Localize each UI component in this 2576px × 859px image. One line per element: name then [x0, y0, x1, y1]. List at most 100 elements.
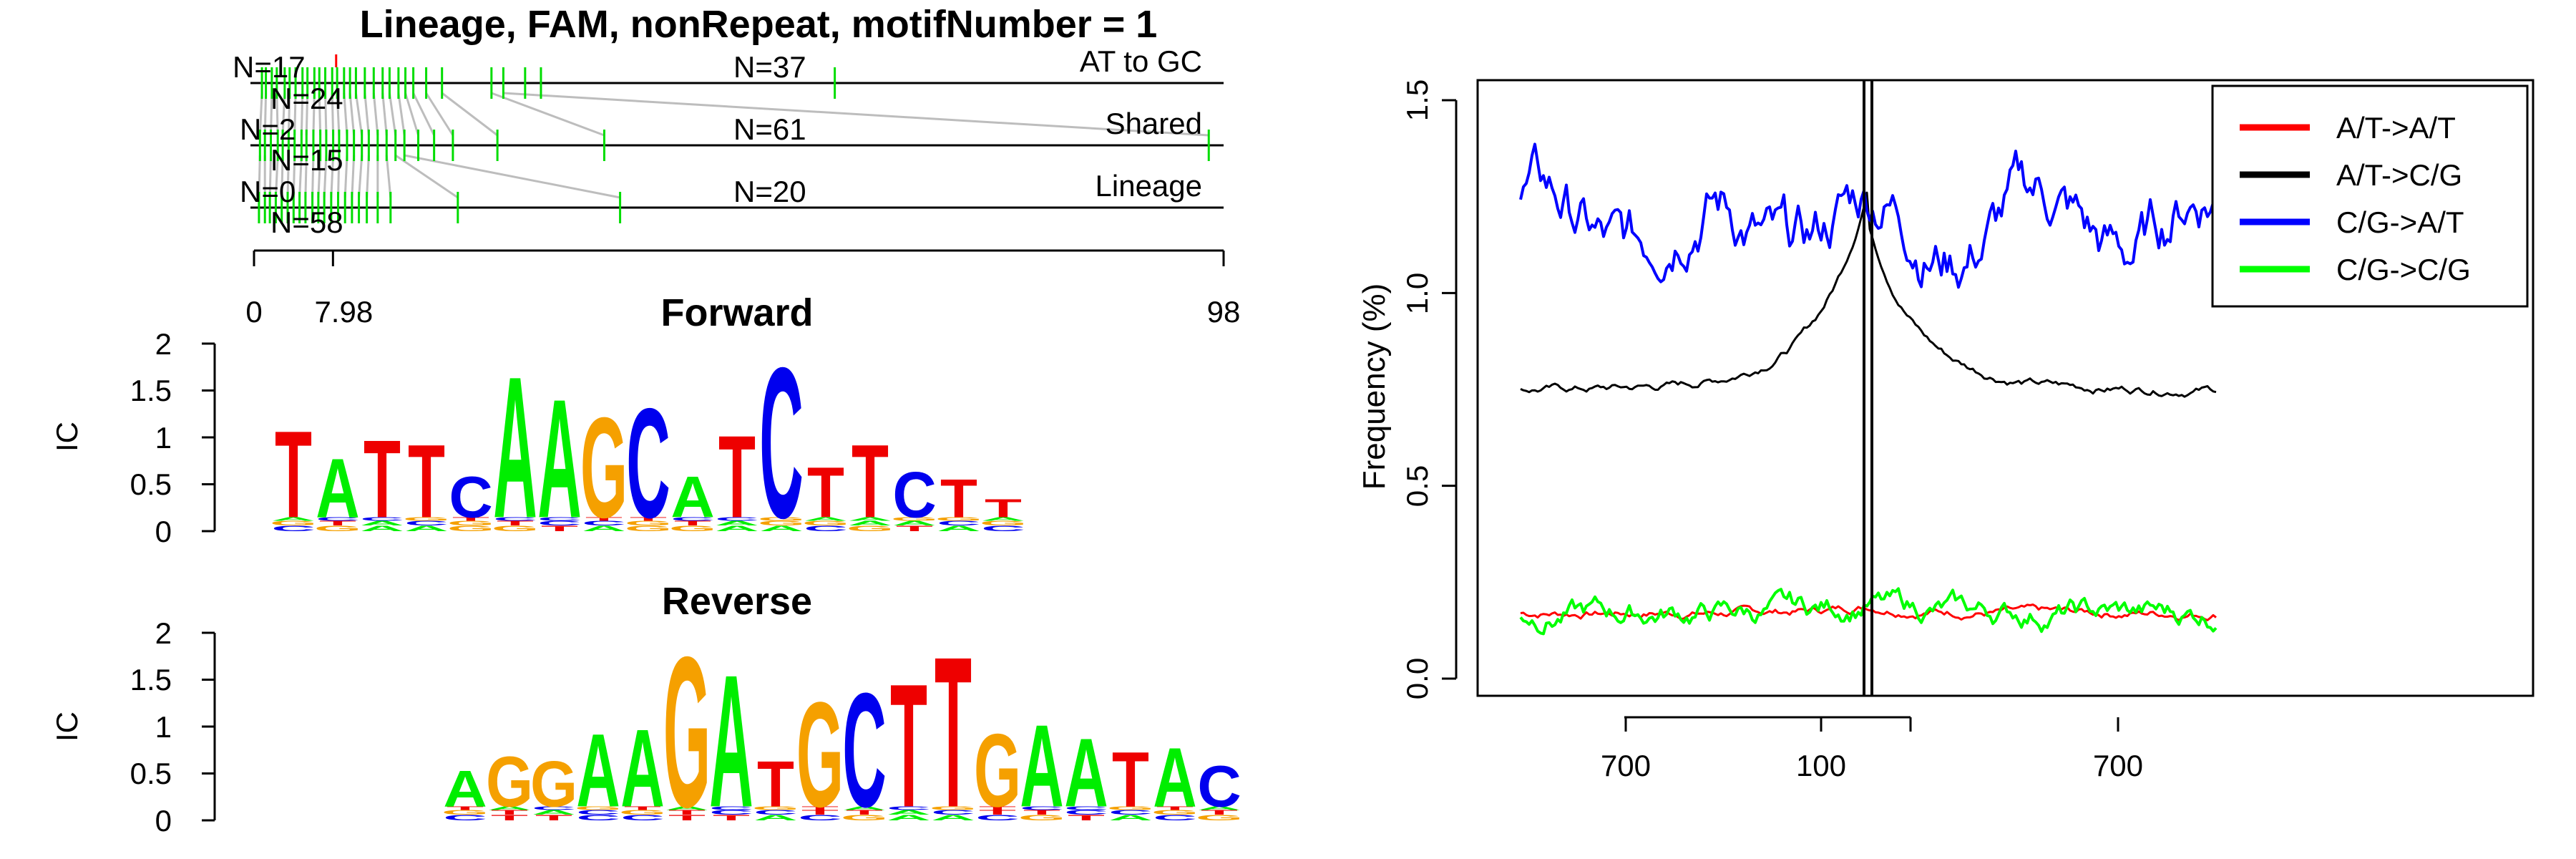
position-ticks — [258, 54, 1210, 223]
logo-letter-small: G — [758, 520, 805, 527]
logo-letter-small: C — [493, 516, 537, 522]
logo-letter-small: C — [1020, 805, 1063, 811]
logo-letter-small: C — [582, 520, 625, 527]
logo-letter: T — [718, 411, 756, 542]
connector-line — [366, 155, 370, 198]
logo-letter-small: T — [541, 524, 578, 533]
logo-letter-small: G — [270, 520, 317, 527]
connector-line — [491, 92, 605, 137]
logo-letter-small: G — [669, 524, 716, 533]
logo-letter: C — [626, 377, 670, 551]
logo-letter-small: C — [975, 813, 1019, 822]
logo-letter-small: G — [1151, 809, 1199, 816]
logo-letter-small: T — [1201, 809, 1238, 816]
logo-letter-small: C — [1108, 809, 1152, 816]
y-tick-label: 1.0 — [1400, 273, 1434, 314]
logo-letter: A — [493, 335, 537, 560]
logo-letter-small: G — [980, 520, 1027, 527]
series-lines — [1519, 142, 2218, 636]
connector-line — [331, 92, 335, 136]
connector-line — [274, 155, 279, 198]
position-axis-tick-label-1: 7.98 — [314, 295, 373, 329]
logo-letter-small: A — [404, 524, 448, 533]
logo-letter-small: A — [715, 524, 758, 533]
x-tick-label: 700 — [2093, 749, 2143, 782]
series-line — [1519, 587, 2218, 636]
legend-label: C/G->C/G — [2336, 253, 2471, 286]
logo-letter-small: T — [668, 809, 706, 816]
row-left-n-3: N=0 — [240, 175, 296, 208]
x-tick-label: 700 — [1601, 749, 1651, 782]
connector-line — [381, 92, 388, 136]
logo-letter-small: A — [753, 813, 797, 822]
logo-letter-small: G — [841, 813, 888, 822]
connector-line — [385, 155, 392, 198]
logo-letter-small: T — [585, 516, 623, 522]
connector-line — [293, 92, 297, 136]
logo-letter-small: A — [271, 516, 315, 522]
connector-line — [292, 155, 296, 198]
reverse-logo-ylabel: IC — [50, 712, 84, 742]
connector-line — [388, 92, 397, 136]
logo-letter-small: C — [753, 809, 797, 816]
forward-logo-ylabel: IC — [50, 422, 84, 452]
connector-line — [397, 92, 406, 136]
connector-line — [330, 155, 335, 198]
reverse-logo-ytick-label: 2 — [155, 616, 172, 650]
logo-letter-small: G — [575, 805, 622, 811]
connector-line — [317, 155, 322, 198]
legend-label: C/G->A/T — [2336, 205, 2464, 239]
logo-letter-small: G — [802, 520, 849, 527]
logo-letter-small: C — [1064, 809, 1108, 816]
connector-line — [394, 154, 459, 199]
logo-letter: T — [985, 494, 1022, 523]
connector-line — [354, 92, 364, 136]
logo-letter-small: C — [798, 813, 841, 822]
logo-letter-small: G — [441, 809, 489, 816]
logo-letter: A — [1020, 700, 1063, 831]
connector-line — [323, 155, 328, 198]
connector-line — [281, 92, 286, 136]
logo-letter-small: T — [1068, 813, 1105, 822]
logo-letter: G — [580, 387, 628, 548]
forward-logo-ytick-label: 0 — [155, 515, 172, 548]
row-mid-n-3: N=20 — [733, 175, 806, 208]
position-axis-tick-label-2: 98 — [1207, 295, 1241, 329]
logo-letter: T — [852, 424, 889, 540]
connector-line — [441, 92, 499, 137]
connector-line — [298, 155, 303, 198]
logo-letter: T — [890, 647, 927, 843]
logo-letter-small: A — [759, 524, 803, 533]
logo-letter-small: C — [931, 809, 975, 816]
connector-line — [404, 92, 419, 136]
logo-letter-small: T — [491, 809, 528, 816]
connector-line — [287, 92, 291, 136]
logo-letter-small: C — [537, 516, 581, 522]
connector-line — [318, 92, 322, 136]
logo-letter: T — [275, 405, 312, 543]
logo-letter-small: C — [709, 809, 753, 816]
logo-letter: T — [940, 468, 977, 529]
logo-letter: C — [892, 458, 936, 531]
forward-logo-ytick-label: 1.5 — [130, 374, 172, 407]
logo-letter-small: T — [801, 809, 839, 816]
logo-letter-small: T — [896, 524, 933, 533]
logo-letter-small: T — [979, 805, 1016, 811]
connector-line — [275, 92, 279, 136]
connector-line — [372, 92, 379, 136]
plot-frame — [1476, 79, 2534, 697]
logo-letter-small: G — [447, 520, 494, 527]
logo-letter-small: C — [576, 809, 620, 816]
logo-letter-small: A — [848, 516, 892, 522]
frequency-line-chart: Frequency (%) 0.0 0.5 1.0 1.5 700 100 70… — [1357, 79, 2534, 782]
logo-letter-small: C — [537, 520, 581, 527]
y-tick-label: 1.5 — [1400, 79, 1434, 121]
forward-logo-title: Forward — [660, 291, 813, 334]
logo-letter-small: T — [447, 805, 484, 811]
logo-letter-small: C — [271, 524, 315, 533]
logo-letter-small: T — [979, 809, 1016, 816]
forward-logo-ytick-marks — [202, 342, 215, 533]
logo-letter-small: G — [758, 516, 805, 522]
